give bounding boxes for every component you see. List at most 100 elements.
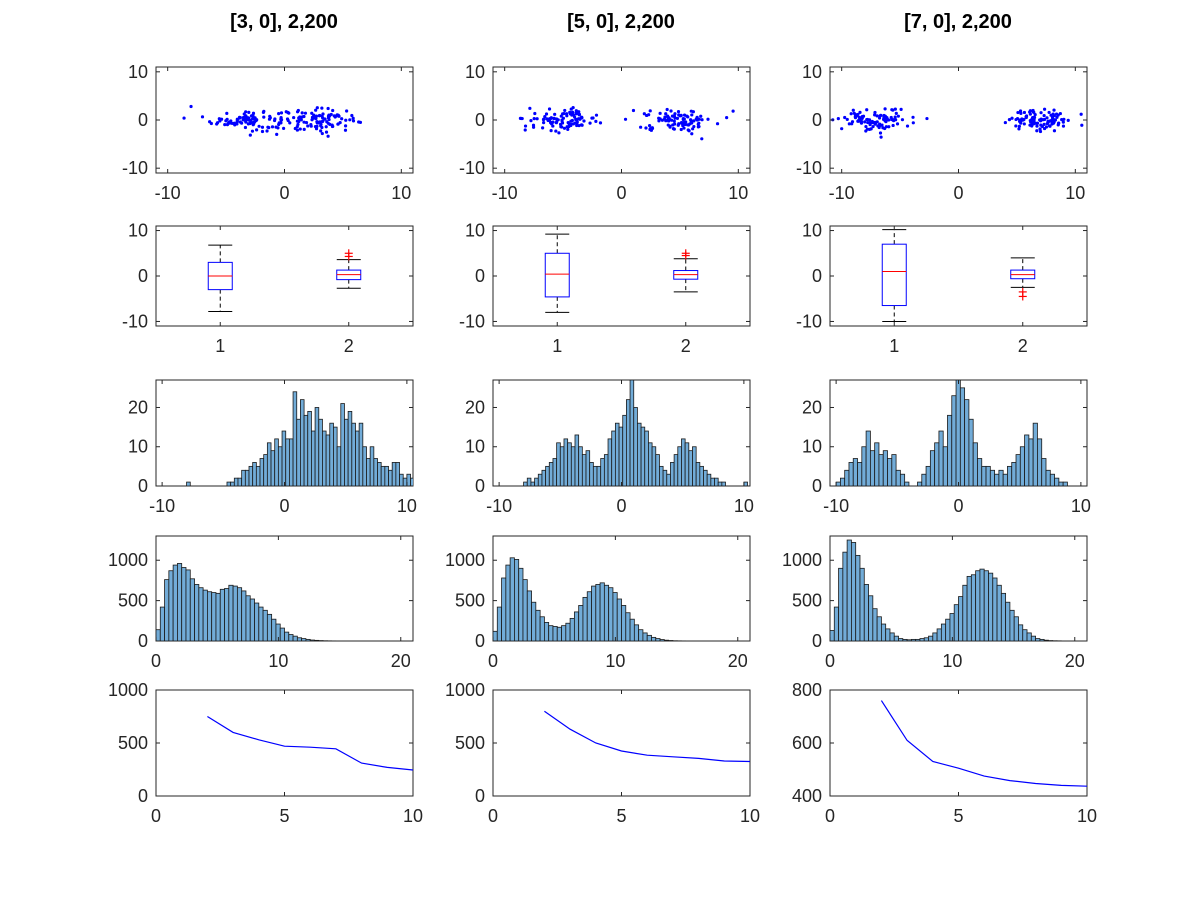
y-tick-label: 20 bbox=[465, 397, 485, 417]
scatter-point bbox=[870, 120, 874, 125]
histogram-bar bbox=[358, 422, 364, 486]
histogram-bar bbox=[663, 639, 670, 641]
histogram-bar bbox=[1002, 473, 1008, 486]
scatter-point bbox=[639, 125, 643, 129]
x-tick-label: -10 bbox=[492, 183, 518, 203]
histogram-bar bbox=[309, 639, 315, 641]
histogram-bar bbox=[509, 557, 515, 641]
histogram-bar bbox=[270, 450, 276, 486]
scatter-point bbox=[1031, 110, 1035, 114]
scatter-point bbox=[340, 117, 344, 121]
histogram-bar bbox=[211, 592, 217, 641]
plot-area bbox=[523, 380, 748, 486]
scatter-point bbox=[547, 107, 552, 111]
scatter-point bbox=[1022, 117, 1026, 122]
scatter-point bbox=[302, 120, 306, 124]
y-tick-label: 1000 bbox=[108, 680, 148, 700]
axes-box bbox=[492, 689, 751, 797]
y-tick-label: 10 bbox=[802, 221, 822, 241]
x-tick-label: 1 bbox=[215, 336, 225, 356]
scatter-point bbox=[555, 120, 559, 124]
histogram-bar bbox=[1037, 438, 1043, 486]
histogram-bar bbox=[539, 616, 545, 641]
subplot-r5-c1: 0 500 1000 0 5 10 bbox=[108, 680, 423, 826]
histogram-bar bbox=[684, 442, 690, 486]
histogram-bar bbox=[951, 395, 957, 486]
scatter-point bbox=[302, 127, 306, 132]
scatter-point bbox=[896, 114, 900, 118]
scatter-point bbox=[568, 110, 572, 114]
scatter-point bbox=[558, 122, 563, 126]
scatter-point bbox=[231, 121, 235, 126]
histogram-bar bbox=[638, 629, 644, 641]
scatter-point bbox=[1047, 110, 1051, 115]
scatter-point bbox=[1061, 124, 1066, 128]
axes-box bbox=[829, 225, 1088, 327]
scatter-point bbox=[576, 117, 581, 121]
scatter-point bbox=[891, 118, 895, 122]
histogram-bar bbox=[355, 430, 360, 486]
histogram-bar bbox=[548, 462, 554, 486]
histogram-bar bbox=[629, 380, 635, 486]
histogram-bar bbox=[1058, 481, 1064, 486]
plot-area bbox=[830, 539, 1062, 641]
y-tick-label: -10 bbox=[796, 158, 822, 178]
histogram-bar bbox=[595, 584, 601, 641]
scatter-point bbox=[218, 119, 222, 123]
histogram-bar bbox=[177, 563, 183, 641]
scatter-point bbox=[262, 109, 266, 113]
histogram-bar bbox=[621, 605, 627, 641]
histogram-bar bbox=[625, 612, 631, 641]
box-2 bbox=[673, 249, 699, 293]
scatter-point bbox=[648, 126, 653, 131]
histogram-bar bbox=[887, 458, 893, 486]
scatter-point bbox=[715, 122, 720, 126]
histogram-bar bbox=[851, 542, 857, 641]
x-tick-label: 2 bbox=[1018, 336, 1028, 356]
scatter-point bbox=[905, 124, 910, 128]
x-tick-label: 0 bbox=[151, 806, 161, 826]
scatter-point bbox=[304, 121, 309, 125]
histogram-bar bbox=[947, 414, 953, 486]
box-iqr bbox=[544, 252, 570, 298]
histogram-bar bbox=[281, 430, 287, 486]
y-tick-label: 500 bbox=[455, 733, 485, 753]
histogram-bar bbox=[885, 628, 891, 641]
scatter-point bbox=[1022, 110, 1027, 115]
scatter-point bbox=[877, 125, 881, 130]
histogram-bar bbox=[844, 469, 850, 486]
scatter-point bbox=[671, 127, 676, 131]
y-tick-label: 0 bbox=[138, 110, 148, 130]
scatter-point bbox=[1045, 122, 1049, 126]
scatter-point bbox=[240, 121, 244, 125]
scatter-point bbox=[348, 118, 352, 122]
scatter-point bbox=[668, 125, 672, 129]
scatter-point bbox=[1039, 117, 1043, 121]
scatter-point bbox=[1061, 120, 1065, 124]
histogram-bar bbox=[333, 426, 338, 486]
histogram-bar bbox=[889, 632, 895, 641]
scatter-point bbox=[298, 127, 302, 131]
subplot-r5-c3: 400 600 800 0 5 10 bbox=[792, 680, 1097, 826]
histogram-bar bbox=[322, 430, 327, 486]
x-tick-label: 10 bbox=[397, 496, 417, 516]
histogram-bar bbox=[422, 482, 426, 486]
histogram-bar bbox=[721, 481, 726, 486]
histogram-bar bbox=[1022, 629, 1028, 641]
scatter-point bbox=[560, 118, 564, 122]
scatter-point bbox=[878, 114, 882, 118]
scatter-point bbox=[351, 116, 355, 120]
histogram-bar bbox=[1039, 638, 1045, 641]
histogram-bar bbox=[648, 442, 653, 486]
scatter-point bbox=[1035, 129, 1039, 133]
scatter-point bbox=[1050, 118, 1054, 122]
histogram-bar bbox=[868, 595, 874, 641]
box-1 bbox=[544, 233, 570, 313]
scatter-point bbox=[306, 124, 310, 128]
scatter-point bbox=[328, 113, 332, 118]
histogram-bar bbox=[245, 595, 251, 641]
histogram-bar bbox=[369, 446, 375, 486]
scatter-point bbox=[549, 129, 553, 133]
y-tick-label: -10 bbox=[122, 311, 148, 331]
